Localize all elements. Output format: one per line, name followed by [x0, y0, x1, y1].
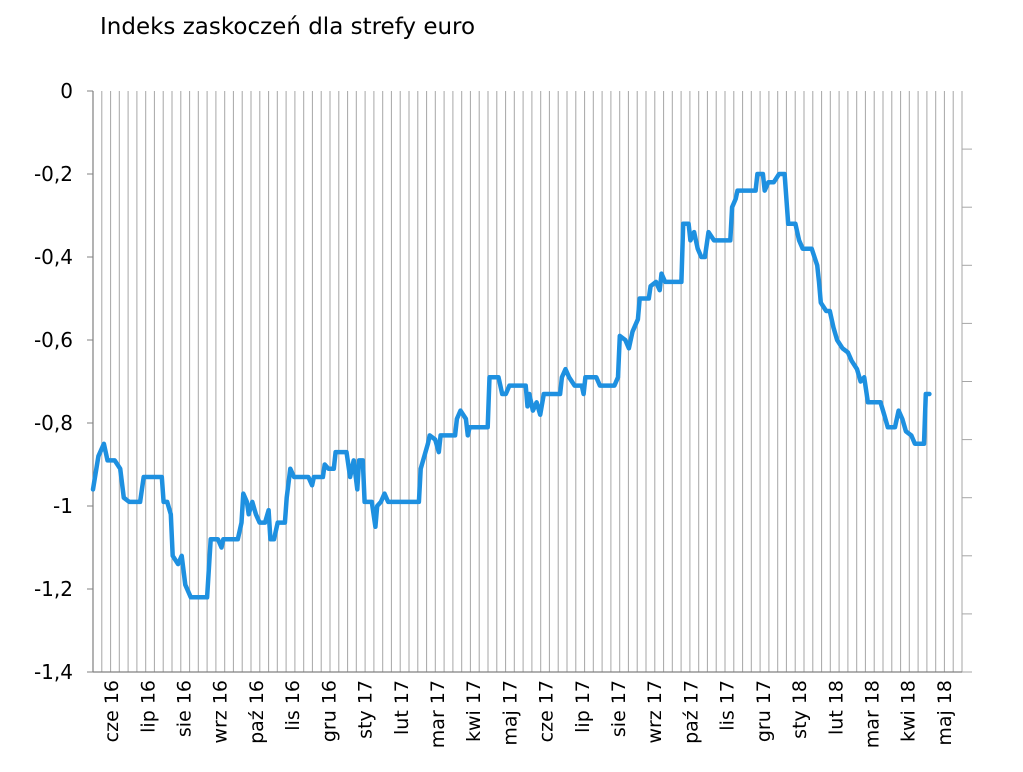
x-tick-label: gru 17 — [753, 680, 775, 742]
x-tick-label: wrz 16 — [210, 680, 232, 744]
x-tick-label: sty 17 — [355, 680, 377, 739]
x-tick-label: kwi 17 — [463, 680, 485, 742]
x-tick-label: sie 16 — [174, 680, 196, 737]
x-tick-label: lut 18 — [825, 680, 847, 735]
x-tick-label: mar 18 — [861, 680, 883, 748]
x-tick-label: paź 16 — [246, 680, 268, 744]
x-tick-label: lip 16 — [137, 680, 159, 733]
y-tick-label: -1,2 — [34, 577, 73, 601]
x-tick-label: wrz 17 — [644, 680, 666, 744]
x-axis-ticks: cze 16 lip 16 sie 16 wrz 16 paź 16 lis 16 gru … — [101, 680, 956, 748]
y-tick-label: -0,6 — [34, 328, 73, 352]
x-tick-label: lis 16 — [282, 680, 304, 731]
y-tick-label: 0 — [60, 79, 73, 103]
x-tick-label: cze 17 — [536, 680, 558, 742]
x-tick-label: lis 17 — [717, 680, 739, 731]
x-tick-label: paź 17 — [680, 680, 702, 744]
x-tick-label: mar 17 — [427, 680, 449, 748]
x-tick-label: sie 17 — [608, 680, 630, 737]
x-tick-label: maj 18 — [934, 680, 956, 746]
chart-title: Indeks zaskoczeń dla strefy euro — [100, 14, 476, 40]
x-tick-label: lut 17 — [391, 680, 413, 735]
x-tick-label: cze 16 — [101, 680, 123, 742]
x-tick-label: lip 17 — [572, 680, 594, 733]
y-tick-label: -0,4 — [34, 245, 73, 269]
y-tick-label: -1,4 — [34, 660, 73, 684]
y-tick-label: -1 — [53, 494, 73, 518]
x-tick-label: sty 18 — [789, 680, 811, 739]
y-tick-label: -0,8 — [34, 411, 73, 435]
y-tick-label: -0,2 — [34, 162, 73, 186]
series-layer — [90, 171, 932, 600]
x-tick-label: maj 17 — [499, 680, 521, 746]
x-tick-label: gru 16 — [318, 680, 340, 742]
series-line — [90, 171, 932, 600]
axes — [92, 91, 962, 673]
gridlines — [92, 91, 972, 673]
x-tick-label: kwi 18 — [898, 680, 920, 742]
y-axis-ticks: 0 -0,2 -0,4 -0,6 -0,8 -1 -1,2 -1,4 — [34, 79, 93, 684]
